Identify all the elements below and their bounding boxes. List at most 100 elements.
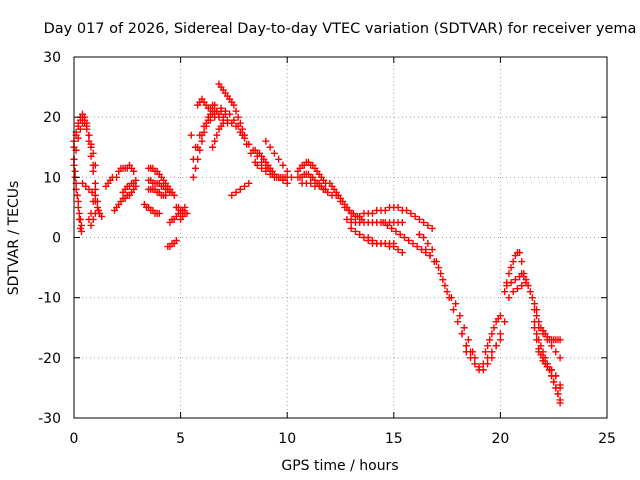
data-point	[275, 155, 283, 163]
data-point	[415, 230, 423, 238]
data-point	[464, 336, 472, 344]
data-point	[398, 249, 406, 257]
data-point	[458, 330, 466, 338]
data-point	[283, 179, 291, 187]
data-point	[258, 164, 266, 172]
data-point	[467, 354, 475, 362]
data-point	[245, 179, 253, 187]
data-point	[351, 227, 359, 235]
data-point	[245, 140, 253, 148]
data-point	[337, 197, 344, 205]
data-point	[548, 342, 556, 350]
data-point	[496, 330, 504, 338]
data-points	[70, 80, 564, 407]
data-point	[492, 342, 500, 350]
data-point	[496, 312, 504, 320]
data-point	[413, 243, 421, 251]
data-point	[232, 122, 240, 130]
data-point	[262, 137, 270, 145]
data-point	[228, 119, 236, 127]
data-point	[379, 218, 387, 226]
data-point	[424, 221, 432, 229]
data-point	[550, 378, 558, 386]
data-point	[424, 240, 432, 248]
data-point	[211, 101, 219, 109]
data-point	[77, 221, 85, 229]
data-point	[531, 300, 539, 308]
data-point	[481, 348, 489, 356]
data-point	[452, 300, 460, 308]
data-point	[253, 161, 261, 169]
data-point	[87, 140, 95, 148]
x-tick-label: 10	[278, 431, 296, 447]
data-point	[192, 164, 200, 172]
data-point	[411, 212, 419, 220]
data-point	[332, 191, 340, 199]
data-point	[368, 237, 376, 245]
data-point	[236, 128, 244, 136]
data-point	[130, 167, 138, 175]
data-point	[471, 360, 479, 368]
data-point	[430, 258, 438, 266]
data-point	[83, 122, 91, 130]
data-point	[198, 137, 206, 145]
data-point	[533, 336, 541, 344]
data-point	[505, 294, 513, 302]
data-point	[324, 188, 332, 196]
data-point	[226, 110, 234, 118]
data-point	[234, 113, 242, 121]
data-point	[552, 372, 560, 380]
data-point	[270, 149, 278, 157]
data-point	[441, 282, 449, 290]
x-tick-label: 15	[385, 431, 403, 447]
data-point	[209, 143, 217, 151]
chart-title: Day 017 of 2026, Sidereal Day-to-day VTE…	[44, 21, 637, 37]
data-point	[531, 306, 539, 314]
data-point	[132, 176, 140, 184]
data-point	[394, 203, 402, 211]
data-point	[89, 167, 97, 175]
data-point	[518, 258, 526, 266]
data-point	[96, 209, 104, 217]
data-point	[484, 360, 492, 368]
data-point	[533, 330, 541, 338]
data-point	[409, 240, 417, 248]
data-point	[394, 246, 402, 254]
data-point	[486, 336, 494, 344]
y-tick-label: 10	[43, 170, 61, 186]
data-point	[539, 330, 547, 338]
data-point	[213, 131, 221, 139]
data-point	[85, 131, 93, 139]
data-point	[439, 276, 447, 284]
data-point	[528, 294, 536, 302]
data-point	[443, 288, 451, 296]
data-point	[356, 230, 364, 238]
data-point	[279, 161, 287, 169]
data-point	[428, 246, 436, 254]
data-point	[556, 384, 564, 392]
data-point	[74, 134, 82, 142]
data-point	[513, 285, 521, 293]
data-point	[522, 276, 530, 284]
data-point	[183, 209, 191, 217]
data-point	[462, 342, 470, 350]
data-point	[356, 212, 364, 220]
data-point	[420, 218, 428, 226]
data-point	[400, 234, 408, 241]
data-point	[241, 182, 249, 190]
y-tick-label: -10	[38, 291, 61, 307]
data-point	[518, 282, 526, 290]
grid-lines	[74, 57, 607, 418]
data-point	[501, 318, 509, 326]
data-point	[155, 209, 163, 217]
data-point	[91, 179, 99, 187]
data-point	[462, 348, 470, 356]
data-point	[87, 221, 95, 229]
data-point	[347, 215, 355, 223]
data-point	[74, 203, 82, 211]
data-point	[488, 354, 496, 362]
data-point	[71, 167, 79, 175]
data-point	[509, 288, 517, 296]
data-point	[454, 318, 462, 326]
data-point	[381, 206, 389, 214]
